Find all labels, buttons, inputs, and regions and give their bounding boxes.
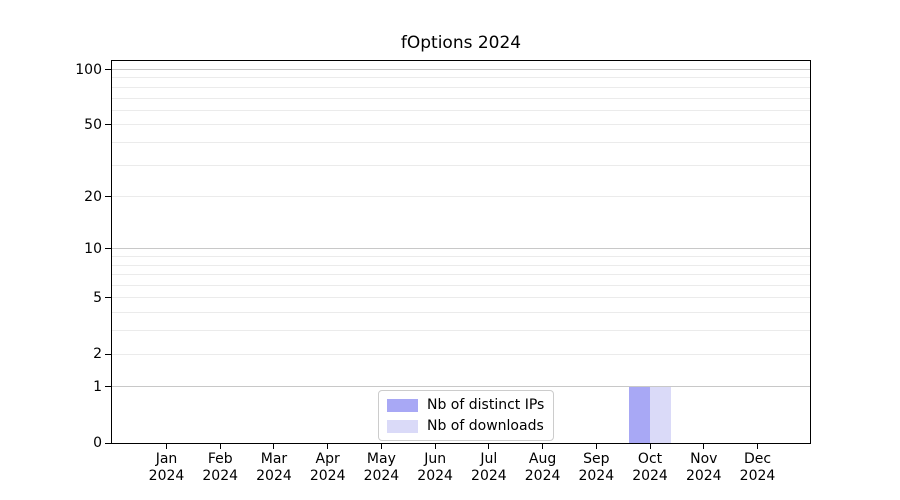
x-tick-label: May 2024 <box>351 451 411 485</box>
gridline-minor <box>112 297 810 299</box>
gridline-minor <box>112 274 810 276</box>
x-tick-label: Sep 2024 <box>566 451 626 485</box>
gridline-minor <box>112 77 810 79</box>
gridline-major <box>112 248 810 250</box>
x-tick-mark <box>166 443 167 449</box>
x-tick-month: Dec <box>743 451 772 467</box>
gridline-minor <box>112 164 810 166</box>
gridline-minor <box>112 312 810 314</box>
y-tick-label: 1 <box>93 378 102 395</box>
x-tick-year: 2024 <box>739 468 776 484</box>
gridline-minor <box>112 124 810 126</box>
y-tick-label: 50 <box>84 116 102 133</box>
y-tick-mark <box>105 69 111 70</box>
y-tick-mark <box>105 124 111 126</box>
x-tick-mark <box>542 443 544 449</box>
gridline-minor <box>112 141 810 143</box>
x-tick-month: Oct <box>637 451 663 467</box>
legend-item-distinct-ips: Nb of distinct IPs <box>387 397 544 413</box>
x-tick-label: Oct 2024 <box>620 451 680 485</box>
x-tick-mark <box>757 443 758 449</box>
legend: Nb of distinct IPs Nb of downloads <box>378 390 555 441</box>
x-tick-year: 2024 <box>309 468 346 484</box>
plot-area: Nb of distinct IPs Nb of downloads 0 1 2 5 1… <box>75 60 811 484</box>
y-tick-label: 2 <box>93 346 102 363</box>
x-tick-mark <box>273 443 275 449</box>
x-tick-label: Jun 2024 <box>405 451 465 485</box>
gridline-minor <box>112 97 810 99</box>
gridline-minor <box>112 86 810 88</box>
x-tick-mark <box>595 443 597 449</box>
x-tick-mark <box>219 443 221 449</box>
x-tick-year: 2024 <box>202 468 239 484</box>
gridline-major <box>112 386 810 388</box>
x-tick-month: Apr <box>315 451 340 467</box>
x-tick-mark <box>649 443 651 449</box>
x-tick-year: 2024 <box>417 468 453 484</box>
x-tick-month: Mar <box>260 451 288 467</box>
bar-nb-of-downloads-oct <box>650 386 672 443</box>
x-tick-year: 2024 <box>148 468 185 484</box>
x-tick-year: 2024 <box>524 468 561 484</box>
x-tick-label: Apr 2024 <box>298 451 358 485</box>
x-tick-month: Feb <box>207 451 233 467</box>
y-tick-mark <box>105 297 111 299</box>
gridline-minor <box>112 109 810 111</box>
x-tick-label: Jan 2024 <box>137 451 197 485</box>
legend-color-swatch-distinct-ips <box>387 398 418 412</box>
x-tick-label: Aug 2024 <box>513 451 573 485</box>
x-tick-year: 2024 <box>363 468 400 484</box>
gridline-minor <box>112 196 810 198</box>
legend-color-swatch-downloads <box>387 419 418 433</box>
gridline-minor <box>112 353 810 355</box>
x-tick-month: May <box>366 451 396 467</box>
x-tick-month: Jun <box>424 451 447 467</box>
x-tick-month: Sep <box>583 451 610 467</box>
x-tick-label: Jul 2024 <box>459 451 519 485</box>
y-tick-label: 10 <box>84 240 102 257</box>
x-tick-year: 2024 <box>578 468 615 484</box>
x-tick-label: Feb 2024 <box>190 451 250 485</box>
x-tick-mark <box>434 443 436 449</box>
x-tick-mark <box>488 443 490 449</box>
y-tick-mark <box>105 353 111 355</box>
y-tick-label: 100 <box>75 61 102 78</box>
y-tick-label: 0 <box>93 435 102 451</box>
legend-item-downloads: Nb of downloads <box>387 418 544 434</box>
y-tick-mark <box>105 442 111 444</box>
gridline-minor <box>112 330 810 332</box>
x-tick-label: Mar 2024 <box>244 451 304 485</box>
x-tick-mark <box>703 443 705 449</box>
x-tick-label: Dec 2024 <box>728 451 788 485</box>
y-tick-label: 20 <box>84 188 102 205</box>
gridline-major <box>112 69 810 70</box>
x-tick-month: Aug <box>528 451 557 467</box>
legend-item-label: Nb of downloads <box>427 418 544 434</box>
x-tick-label: Nov 2024 <box>674 451 734 485</box>
legend-item-label: Nb of distinct IPs <box>427 397 545 413</box>
y-tick-mark <box>105 248 111 250</box>
y-tick-mark <box>105 196 111 198</box>
x-tick-month: Nov <box>690 451 718 467</box>
y-tick-mark <box>105 386 111 388</box>
x-tick-mark <box>380 443 382 449</box>
chart-title: fOptions 2024 <box>400 33 522 53</box>
x-tick-year: 2024 <box>471 468 507 484</box>
bar-nb-of-distinct-ips-oct <box>629 386 651 443</box>
x-tick-month: Jul <box>480 451 498 467</box>
x-tick-year: 2024 <box>632 468 668 484</box>
y-tick-label: 5 <box>93 289 102 306</box>
x-tick-year: 2024 <box>685 468 722 484</box>
gridline-minor <box>112 285 810 287</box>
gridline-minor <box>112 264 810 266</box>
x-tick-mark <box>327 443 329 449</box>
x-tick-year: 2024 <box>256 468 292 484</box>
x-tick-month: Jan <box>155 451 178 467</box>
gridline-minor <box>112 256 810 258</box>
